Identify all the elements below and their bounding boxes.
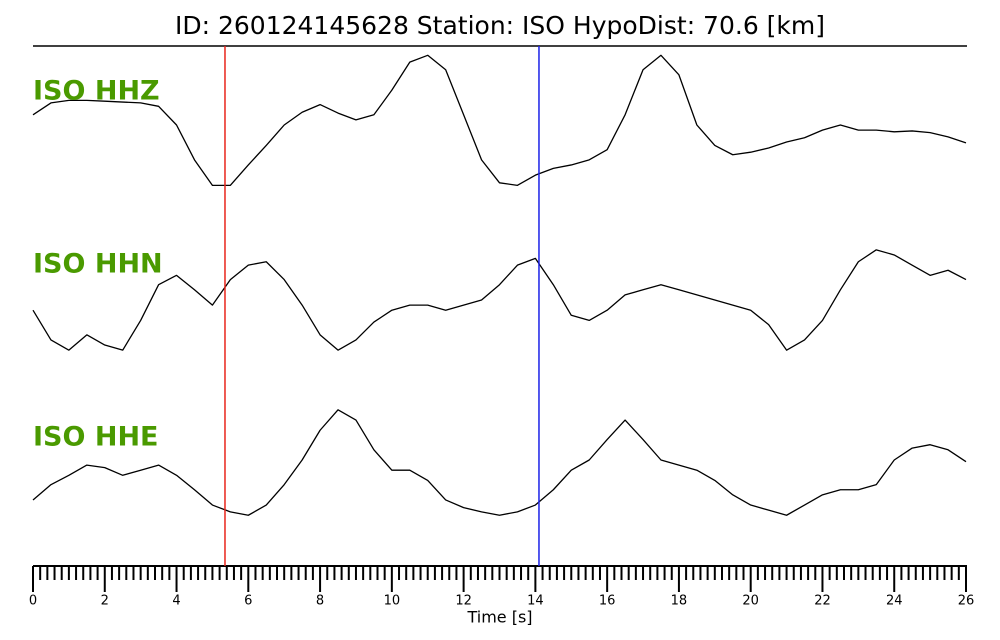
- x-axis-label: Time [s]: [466, 608, 532, 627]
- x-tick-label: 26: [958, 594, 975, 609]
- x-tick-label: 10: [384, 594, 401, 609]
- x-tick-label: 16: [599, 594, 616, 609]
- x-tick-label: 14: [527, 594, 544, 609]
- chart-title: ID: 260124145628 Station: ISO HypoDist: …: [175, 11, 825, 40]
- x-tick-label: 24: [886, 594, 903, 609]
- trace: [32, 54, 967, 186]
- trace-label: ISO HHN: [33, 249, 163, 280]
- trace-label: ISO HHZ: [33, 76, 160, 107]
- x-tick-label: 22: [814, 594, 831, 609]
- x-tick-label: 4: [172, 594, 180, 609]
- x-tick-label: 0: [29, 594, 37, 609]
- x-tick-label: 12: [455, 594, 472, 609]
- x-tick-label: 20: [742, 594, 759, 609]
- x-tick-label: 18: [671, 594, 688, 609]
- x-tick-label: 2: [101, 594, 109, 609]
- trace: [32, 409, 967, 516]
- trace-label: ISO HHE: [33, 422, 158, 453]
- x-tick-label: 8: [316, 594, 324, 609]
- trace: [32, 249, 967, 351]
- x-tick-label: 6: [244, 594, 252, 609]
